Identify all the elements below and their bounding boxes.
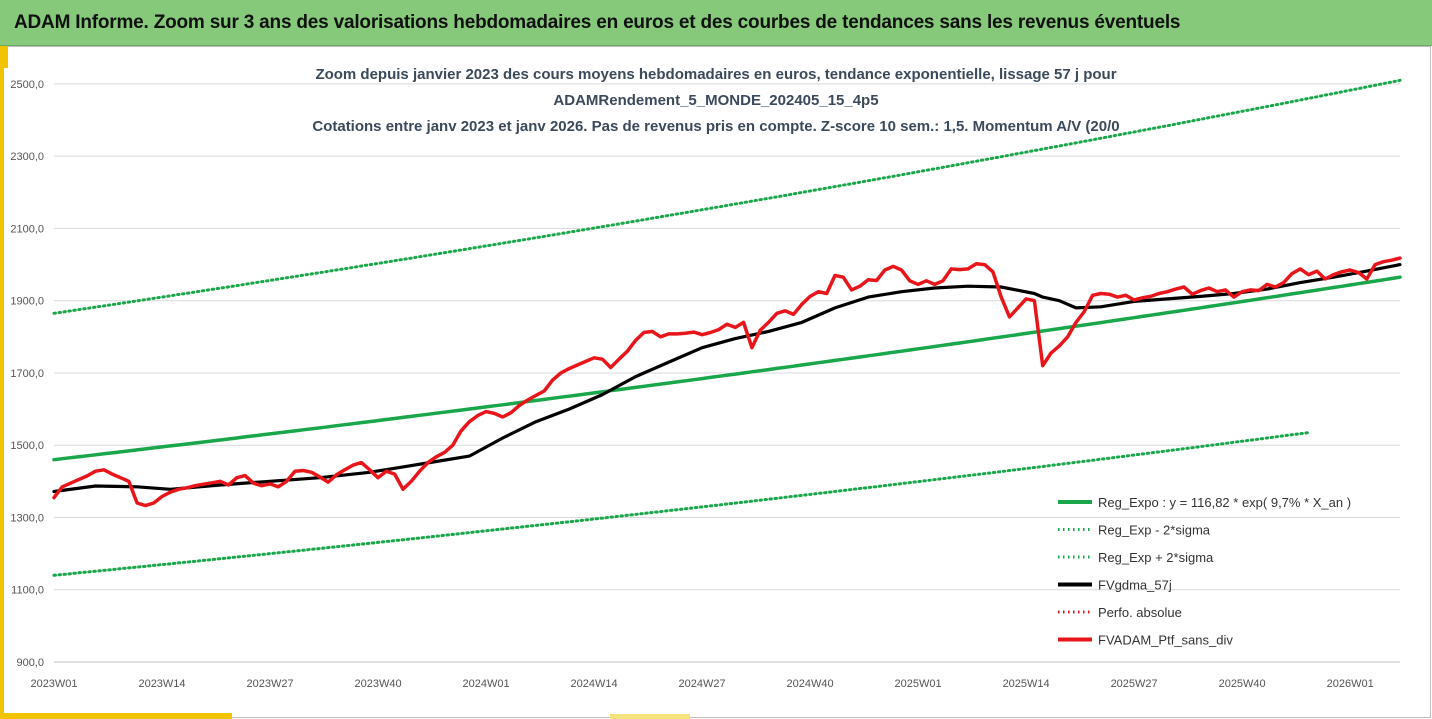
- series-line-0: [52, 275, 1402, 462]
- x-tick-label: 2023W14: [138, 678, 185, 690]
- legend-label: Reg_Expo : y = 116,82 * exp( 9,7% * X_an…: [1098, 495, 1351, 510]
- y-tick-label: 1700,0: [10, 368, 44, 380]
- legend-label: Perfo. absolue: [1098, 605, 1182, 620]
- x-tick-label: 2025W01: [895, 678, 942, 690]
- y-tick-label: 2300,0: [10, 151, 44, 163]
- legend-label: FVADAM_Ptf_sans_div: [1098, 633, 1233, 648]
- series-line-1: [52, 431, 1311, 577]
- accent-bar-top: [0, 46, 8, 68]
- accent-bar-left: [0, 46, 4, 719]
- y-tick-label: 1900,0: [10, 296, 44, 308]
- legend-label: Reg_Exp - 2*sigma: [1098, 523, 1211, 538]
- legend-label: Reg_Exp + 2*sigma: [1098, 550, 1214, 565]
- x-tick-label: 2023W27: [246, 678, 293, 690]
- page-title: ADAM Informe. Zoom sur 3 ans des valoris…: [14, 12, 1181, 33]
- x-tick-label: 2025W40: [1219, 678, 1266, 690]
- chart-title-line-1: Zoom depuis janvier 2023 des cours moyen…: [315, 66, 1117, 83]
- x-tick-label: 2025W27: [1111, 678, 1158, 690]
- chart-header-bar: ADAM Informe. Zoom sur 3 ans des valoris…: [0, 0, 1432, 46]
- accent-bar-bottom: [0, 713, 232, 719]
- y-axis-ticks: 900,0 1100,0 1300,0 1500,0 1700,0 1900,0 2100,…: [10, 79, 44, 669]
- x-tick-label: 2025W14: [1003, 678, 1050, 690]
- y-tick-label: 2500,0: [10, 79, 44, 91]
- x-tick-label: 2024W01: [463, 678, 510, 690]
- x-tick-label: 2023W01: [30, 678, 77, 690]
- x-tick-label: 2026W01: [1327, 678, 1374, 690]
- series-lines: [52, 78, 1402, 577]
- accent-bar-bottom-mid: [610, 714, 690, 719]
- x-axis-ticks: 2023W01 2023W14 2023W27 2023W40 2024W01 2024W…: [30, 678, 1373, 690]
- gridlines: [54, 83, 1400, 663]
- x-tick-label: 2024W27: [679, 678, 726, 690]
- y-tick-label: 2100,0: [10, 223, 44, 235]
- legend: Reg_Expo : y = 116,82 * exp( 9,7% * X_an…: [1058, 495, 1351, 648]
- y-tick-label: 1500,0: [10, 440, 44, 452]
- y-tick-label: 1300,0: [10, 512, 44, 524]
- x-tick-label: 2023W40: [354, 678, 401, 690]
- chart-title-line-2: ADAMRendement_5_MONDE_202405_15_4p5: [553, 92, 879, 109]
- x-tick-label: 2024W40: [787, 678, 834, 690]
- series-line-3: [52, 263, 1402, 494]
- y-tick-label: 1100,0: [11, 585, 44, 597]
- y-tick-label: 900,0: [16, 657, 44, 669]
- series-line-5: [52, 256, 1402, 508]
- x-tick-label: 2024W14: [571, 678, 618, 690]
- legend-label: FVgdma_57j: [1098, 578, 1172, 593]
- chart-title-line-3: Cotations entre janv 2023 et janv 2026. …: [312, 118, 1120, 135]
- series-line-2: [52, 78, 1402, 315]
